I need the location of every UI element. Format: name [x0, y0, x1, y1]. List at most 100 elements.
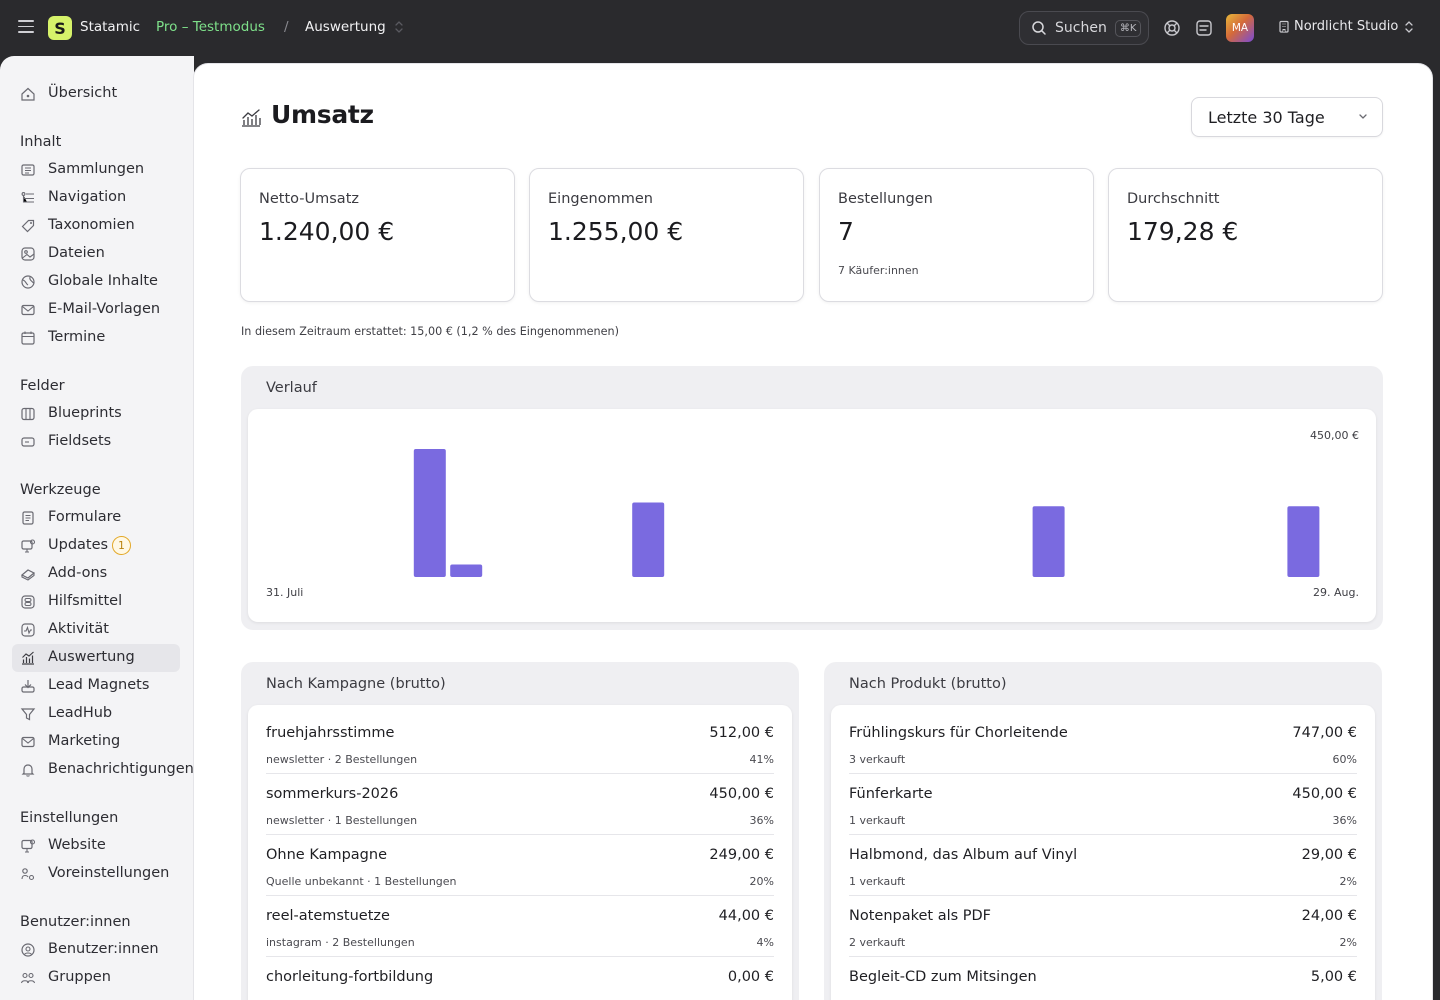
row-name: Begleit-CD zum Mitsingen	[849, 969, 1037, 985]
sidebar-item-benachrichtigungen[interactable]: Benachrichtigungen	[12, 756, 194, 784]
sidebar-item-e-mail-vorlagen[interactable]: E-Mail-Vorlagen	[12, 296, 180, 324]
chart-card: Verlauf 450,00 € 31. Juli 29. Aug.	[241, 366, 1383, 630]
sidebar-item-sammlungen[interactable]: Sammlungen	[12, 156, 180, 184]
sidebar-group-title: Einstellungen	[20, 810, 119, 826]
kpi-value: 1.240,00 €	[259, 217, 395, 246]
date-range-value: Letzte 30 Tage	[1208, 108, 1325, 127]
activity-icon	[21, 623, 35, 637]
campaign-list: fruehjahrsstimme newsletter · 2 Bestellun…	[248, 705, 792, 1000]
form-icon	[22, 511, 34, 525]
fieldset-icon	[21, 437, 35, 447]
sidebar-item-label: Add-ons	[48, 565, 108, 581]
sidebar-item-label: Benachrichtigungen	[48, 761, 194, 777]
sidebar-item-dateien[interactable]: Dateien	[12, 240, 180, 268]
row-meta: 1 verkauft	[849, 814, 906, 827]
row-percent: 2%	[1339, 875, 1357, 888]
row-percent: 60%	[1332, 753, 1357, 766]
sidebar-item-lead-magnets[interactable]: Lead Magnets	[12, 672, 180, 700]
sidebar-item-aktivitaet[interactable]: Aktivität	[12, 616, 180, 644]
chevron-updown-icon	[1405, 20, 1413, 33]
sidebar-item-benutzer-innen[interactable]: Benutzer:innen	[12, 936, 180, 964]
row-meta: 2 verkauft	[849, 936, 906, 949]
sidebar-item-taxonomien[interactable]: Taxonomien	[12, 212, 180, 240]
page-title: Umsatz	[271, 100, 374, 129]
groups-icon	[20, 972, 36, 984]
brand-name[interactable]: Statamic	[80, 19, 141, 35]
chart-max-label: 450,00 €	[1310, 429, 1359, 442]
product-row: Frühlingskurs für Chorleitende 3 verkauft…	[849, 713, 1357, 774]
row-amount: 29,00 €	[1301, 847, 1357, 863]
chart-icon	[242, 109, 261, 127]
globe-icon	[21, 275, 35, 289]
chart-bar[interactable]	[413, 449, 446, 577]
sidebar-item-globale-inhalte[interactable]: Globale Inhalte	[12, 268, 180, 296]
kpi-label: Durchschnitt	[1127, 191, 1220, 207]
blueprint-icon	[21, 407, 35, 421]
row-meta: 1 verkauft	[849, 875, 906, 888]
site-switcher[interactable]: Nordlicht Studio	[1278, 19, 1418, 34]
mail-icon	[21, 736, 35, 748]
sidebar-item-label: Übersicht	[48, 85, 118, 101]
search-button[interactable]: Suchen ⌘K	[1019, 11, 1149, 45]
sidebar-item-label: Aktivität	[48, 621, 109, 637]
campaign-row: reel-atemstuetze instagram · 2 Bestellung…	[266, 896, 774, 957]
revenue-bar-chart	[413, 449, 1320, 578]
sidebar-item-voreinstellungen[interactable]: Voreinstellungen	[12, 860, 180, 888]
product-row: Begleit-CD zum Mitsingen 5,00 €	[849, 957, 1357, 1000]
utilities-icon	[21, 595, 35, 609]
sidebar: Übersicht Inhalt Sammlungen Navigation Taxon…	[0, 56, 194, 1000]
chart-bar[interactable]	[1287, 506, 1320, 577]
row-percent: 36%	[1332, 814, 1357, 827]
chart-bar[interactable]	[450, 564, 483, 578]
chevron-updown-icon[interactable]	[393, 20, 405, 34]
sidebar-item-updates[interactable]: Updates 1	[12, 532, 180, 560]
product-row: Fünferkarte 1 verkauft 450,00 € 36%	[849, 774, 1357, 835]
sidebar-item-blueprints[interactable]: Blueprints	[12, 400, 180, 428]
sidebar-item-fieldsets[interactable]: Fieldsets	[12, 428, 180, 456]
sidebar-item-navigation[interactable]: Navigation	[12, 184, 180, 212]
sidebar-item-marketing[interactable]: Marketing	[12, 728, 180, 756]
breadcrumb-current[interactable]: Auswertung	[305, 19, 386, 35]
kpi-value: 179,28 €	[1127, 217, 1239, 246]
sidebar-item-add-ons[interactable]: Add-ons	[12, 560, 180, 588]
sidebar-item-uebersicht[interactable]: Übersicht	[12, 80, 180, 108]
kpi-label: Eingenommen	[548, 191, 653, 207]
sidebar-item-leadhub[interactable]: LeadHub	[12, 700, 180, 728]
chart-area: 450,00 € 31. Juli 29. Aug.	[248, 409, 1376, 622]
row-meta: newsletter · 1 Bestellungen	[266, 814, 418, 827]
sidebar-item-label: Termine	[48, 329, 106, 345]
sidebar-item-gruppen[interactable]: Gruppen	[12, 964, 180, 992]
sidebar-item-auswertung[interactable]: Auswertung	[12, 644, 180, 672]
row-amount: 747,00 €	[1292, 725, 1357, 741]
sidebar-item-label: Gruppen	[48, 969, 111, 985]
row-name: Notenpaket als PDF	[849, 908, 992, 924]
chart-bar[interactable]	[632, 502, 665, 578]
sidebar-item-label: Auswertung	[48, 649, 135, 665]
help-icon[interactable]	[1162, 18, 1182, 38]
avatar[interactable]: MA	[1226, 14, 1254, 42]
sidebar-item-label: E-Mail-Vorlagen	[48, 301, 161, 317]
view-site-icon[interactable]	[1194, 18, 1214, 38]
row-name: sommerkurs-2026	[266, 786, 399, 802]
sidebar-group-title: Benutzer:innen	[20, 914, 131, 930]
main-panel: Umsatz Letzte 30 Tage Netto-Umsatz 1.240…	[194, 64, 1432, 1000]
date-range-select[interactable]: Letzte 30 Tage	[1191, 97, 1383, 137]
menu-icon[interactable]	[18, 20, 34, 34]
product-card: Nach Produkt (brutto) Frühlingskurs für …	[824, 662, 1382, 1000]
statamic-logo[interactable]: S	[48, 16, 72, 40]
building-icon	[1279, 20, 1289, 33]
kpi-value: 7	[838, 217, 854, 246]
sidebar-item-website[interactable]: Website	[12, 832, 180, 860]
campaign-row: Ohne Kampagne Quelle unbekannt · 1 Bestel…	[266, 835, 774, 896]
row-percent: 20%	[749, 875, 774, 888]
sidebar-item-formulare[interactable]: Formulare	[12, 504, 180, 532]
sidebar-item-termine[interactable]: Termine	[12, 324, 180, 352]
sidebar-item-hilfsmittel[interactable]: Hilfsmittel	[12, 588, 180, 616]
row-percent: 2%	[1339, 936, 1357, 949]
chevron-down-icon	[1359, 114, 1367, 119]
search-label: Suchen	[1055, 20, 1107, 36]
download-icon	[21, 680, 35, 693]
chart-bar[interactable]	[1032, 506, 1065, 577]
top-bar: S Statamic Pro – Testmodus / Auswertung …	[0, 0, 1440, 56]
updates-icon	[21, 539, 36, 553]
